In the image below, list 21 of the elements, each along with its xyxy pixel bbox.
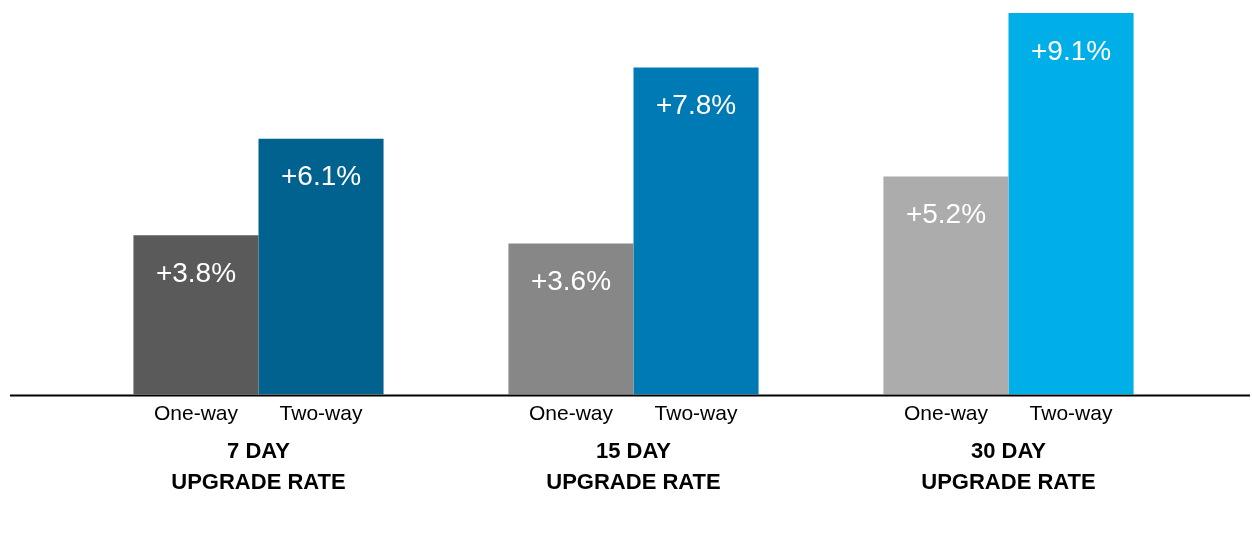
bar: [633, 67, 759, 395]
data-label: +5.2%: [905, 198, 987, 230]
bar: [508, 243, 634, 395]
bar: [883, 176, 1009, 395]
data-label: +3.6%: [530, 265, 612, 297]
text: One-way: [528, 401, 613, 425]
data-label: +3.8%: [155, 256, 237, 288]
data-label: +6.1%: [280, 160, 362, 192]
series-label: Two-way: [279, 401, 363, 425]
text: Two-way: [1029, 401, 1113, 425]
text: One-way: [903, 401, 988, 425]
series-label: One-way: [153, 401, 239, 425]
data-label: +9.1%: [1030, 34, 1112, 66]
bar: [258, 138, 384, 395]
x-tick-label: 7 DAY UPGRADE RATE: [171, 437, 346, 494]
data-label: +7.8%: [655, 89, 737, 121]
x-tick-label: 15 DAY UPGRADE RATE: [546, 437, 721, 494]
text: Two-way: [654, 401, 738, 425]
bar: [133, 235, 259, 395]
x-tick-label: 30 DAY UPGRADE RATE: [921, 437, 1096, 494]
bar: [1008, 13, 1134, 395]
